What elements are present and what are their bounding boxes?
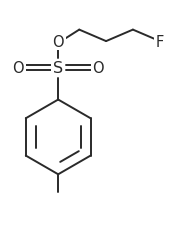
Text: O: O — [93, 61, 104, 76]
Text: S: S — [53, 61, 63, 76]
Text: F: F — [156, 34, 164, 49]
Text: O: O — [12, 61, 24, 76]
Text: O: O — [52, 34, 64, 49]
